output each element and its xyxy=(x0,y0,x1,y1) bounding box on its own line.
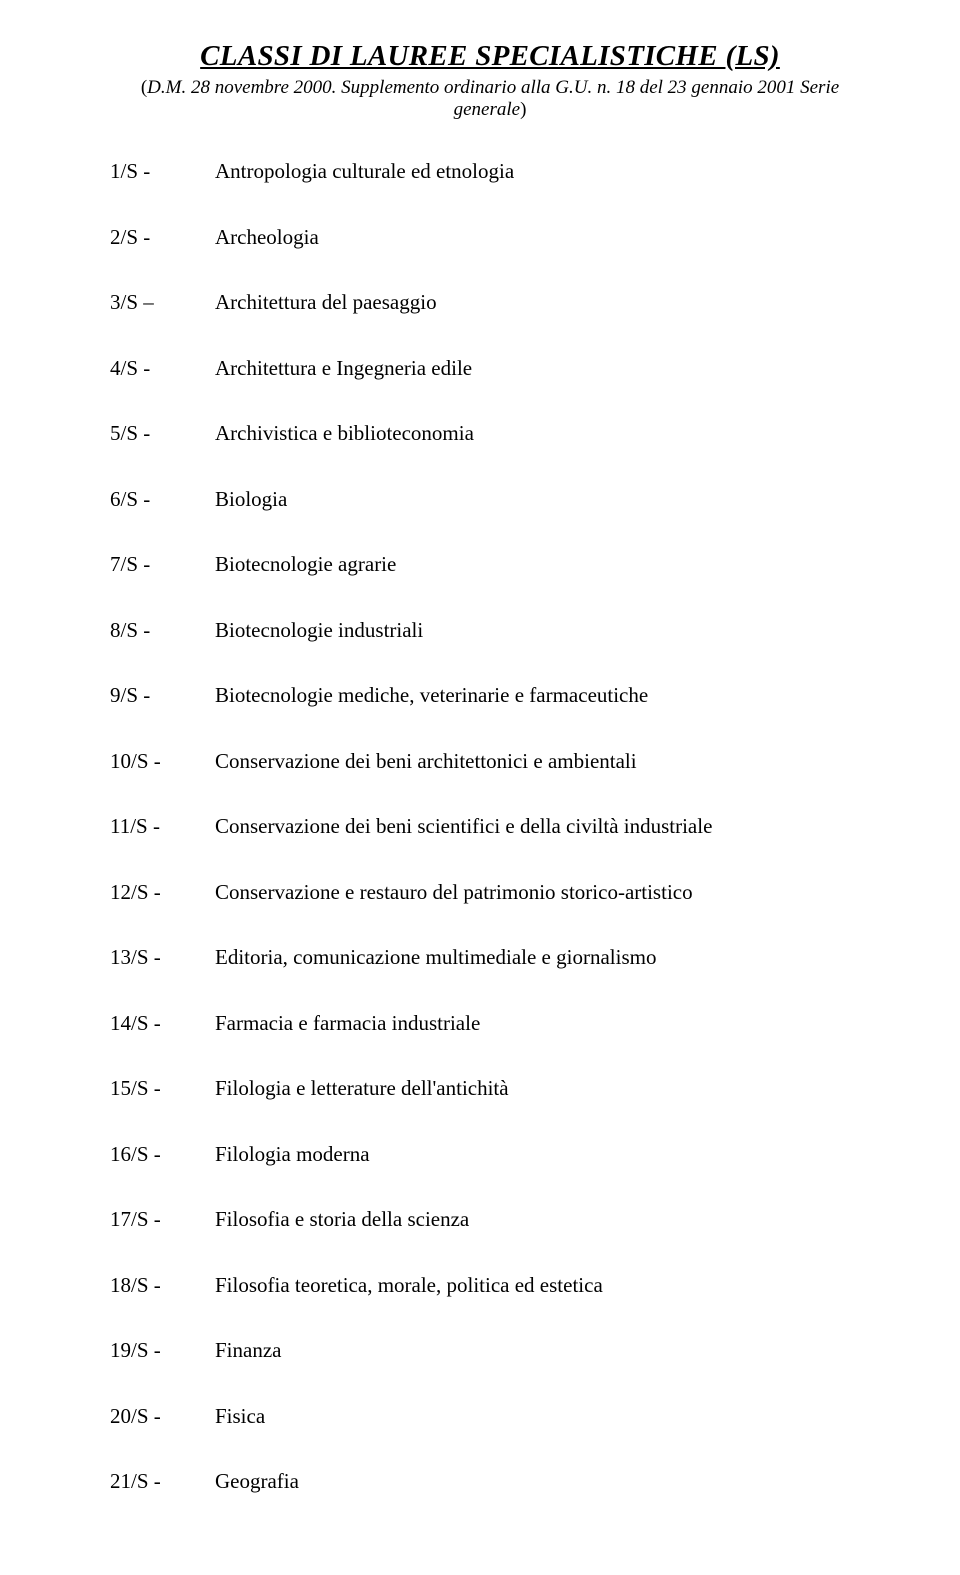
subtitle-dm: D.M. 28 novembre 2000. Supplemento ordin… xyxy=(147,77,839,120)
list-item: 7/S -Biotecnologie agrarie xyxy=(110,552,870,577)
class-description: Conservazione dei beni architettonici e … xyxy=(215,749,870,774)
list-item: 1/S -Antropologia culturale ed etnologia xyxy=(110,159,870,184)
list-item: 11/S -Conservazione dei beni scientifici… xyxy=(110,814,870,839)
class-code: 4/S - xyxy=(110,356,215,381)
list-item: 10/S -Conservazione dei beni architetton… xyxy=(110,749,870,774)
class-code: 15/S - xyxy=(110,1076,215,1101)
list-item: 5/S -Archivistica e biblioteconomia xyxy=(110,421,870,446)
class-code: 7/S - xyxy=(110,552,215,577)
list-item: 16/S -Filologia moderna xyxy=(110,1142,870,1167)
class-description: Architettura del paesaggio xyxy=(215,290,870,315)
class-description: Filosofia teoretica, morale, politica ed… xyxy=(215,1273,870,1298)
class-code: 10/S - xyxy=(110,749,215,774)
list-item: 8/S -Biotecnologie industriali xyxy=(110,618,870,643)
class-description: Biotecnologie industriali xyxy=(215,618,870,643)
class-description: Biologia xyxy=(215,487,870,512)
subtitle-suffix: ) xyxy=(520,99,526,120)
class-code: 2/S - xyxy=(110,225,215,250)
class-code: 20/S - xyxy=(110,1404,215,1429)
class-description: Filologia moderna xyxy=(215,1142,870,1167)
class-description: Editoria, comunicazione multimediale e g… xyxy=(215,945,870,970)
list-item: 9/S -Biotecnologie mediche, veterinarie … xyxy=(110,683,870,708)
class-description: Biotecnologie agrarie xyxy=(215,552,870,577)
class-code: 12/S - xyxy=(110,880,215,905)
class-description: Filosofia e storia della scienza xyxy=(215,1207,870,1232)
list-item: 4/S -Architettura e Ingegneria edile xyxy=(110,356,870,381)
class-code: 11/S - xyxy=(110,814,215,839)
class-description: Farmacia e farmacia industriale xyxy=(215,1011,870,1036)
list-item: 3/S –Architettura del paesaggio xyxy=(110,290,870,315)
list-item: 2/S -Archeologia xyxy=(110,225,870,250)
class-description: Archivistica e biblioteconomia xyxy=(215,421,870,446)
list-item: 12/S -Conservazione e restauro del patri… xyxy=(110,880,870,905)
class-code: 19/S - xyxy=(110,1338,215,1363)
list-item: 18/S -Filosofia teoretica, morale, polit… xyxy=(110,1273,870,1298)
class-code: 9/S - xyxy=(110,683,215,708)
list-item: 19/S -Finanza xyxy=(110,1338,870,1363)
list-item: 13/S -Editoria, comunicazione multimedia… xyxy=(110,945,870,970)
list-item: 15/S -Filologia e letterature dell'antic… xyxy=(110,1076,870,1101)
class-description: Filologia e letterature dell'antichità xyxy=(215,1076,870,1101)
class-code: 5/S - xyxy=(110,421,215,446)
class-description: Conservazione dei beni scientifici e del… xyxy=(215,814,870,839)
class-code: 14/S - xyxy=(110,1011,215,1036)
list-item: 14/S -Farmacia e farmacia industriale xyxy=(110,1011,870,1036)
class-description: Geografia xyxy=(215,1469,870,1494)
list-item: 17/S -Filosofia e storia della scienza xyxy=(110,1207,870,1232)
class-code: 18/S - xyxy=(110,1273,215,1298)
class-code: 3/S – xyxy=(110,290,215,315)
class-list: 1/S -Antropologia culturale ed etnologia… xyxy=(110,159,870,1494)
class-code: 16/S - xyxy=(110,1142,215,1167)
class-description: Fisica xyxy=(215,1404,870,1429)
class-code: 1/S - xyxy=(110,159,215,184)
class-description: Conservazione e restauro del patrimonio … xyxy=(215,880,870,905)
class-description: Antropologia culturale ed etnologia xyxy=(215,159,870,184)
class-code: 21/S - xyxy=(110,1469,215,1494)
class-code: 17/S - xyxy=(110,1207,215,1232)
list-item: 20/S -Fisica xyxy=(110,1404,870,1429)
page-subtitle: (D.M. 28 novembre 2000. Supplemento ordi… xyxy=(110,77,870,121)
class-code: 6/S - xyxy=(110,487,215,512)
class-code: 13/S - xyxy=(110,945,215,970)
class-description: Finanza xyxy=(215,1338,870,1363)
class-description: Biotecnologie mediche, veterinarie e far… xyxy=(215,683,870,708)
class-code: 8/S - xyxy=(110,618,215,643)
list-item: 21/S -Geografia xyxy=(110,1469,870,1494)
class-description: Archeologia xyxy=(215,225,870,250)
list-item: 6/S -Biologia xyxy=(110,487,870,512)
page-title: CLASSI DI LAUREE SPECIALISTICHE (LS) xyxy=(110,40,870,73)
class-description: Architettura e Ingegneria edile xyxy=(215,356,870,381)
